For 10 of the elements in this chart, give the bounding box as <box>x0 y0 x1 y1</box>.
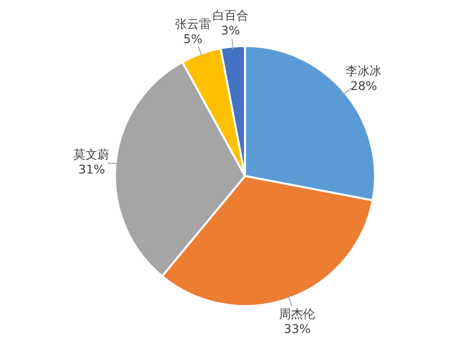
slice-label: 张云雷 <box>174 17 211 32</box>
data-label: 28% <box>350 78 377 93</box>
data-label: 3% <box>220 24 240 38</box>
slice-label: 白百合 <box>212 8 249 23</box>
data-label: 31% <box>78 162 106 177</box>
slice-label: 李冰冰 <box>346 64 382 78</box>
slice-label: 莫文蔚 <box>74 148 110 162</box>
slice-label: 周杰伦 <box>279 306 316 321</box>
data-label: 33% <box>284 322 310 336</box>
data-label: 5% <box>183 32 202 46</box>
